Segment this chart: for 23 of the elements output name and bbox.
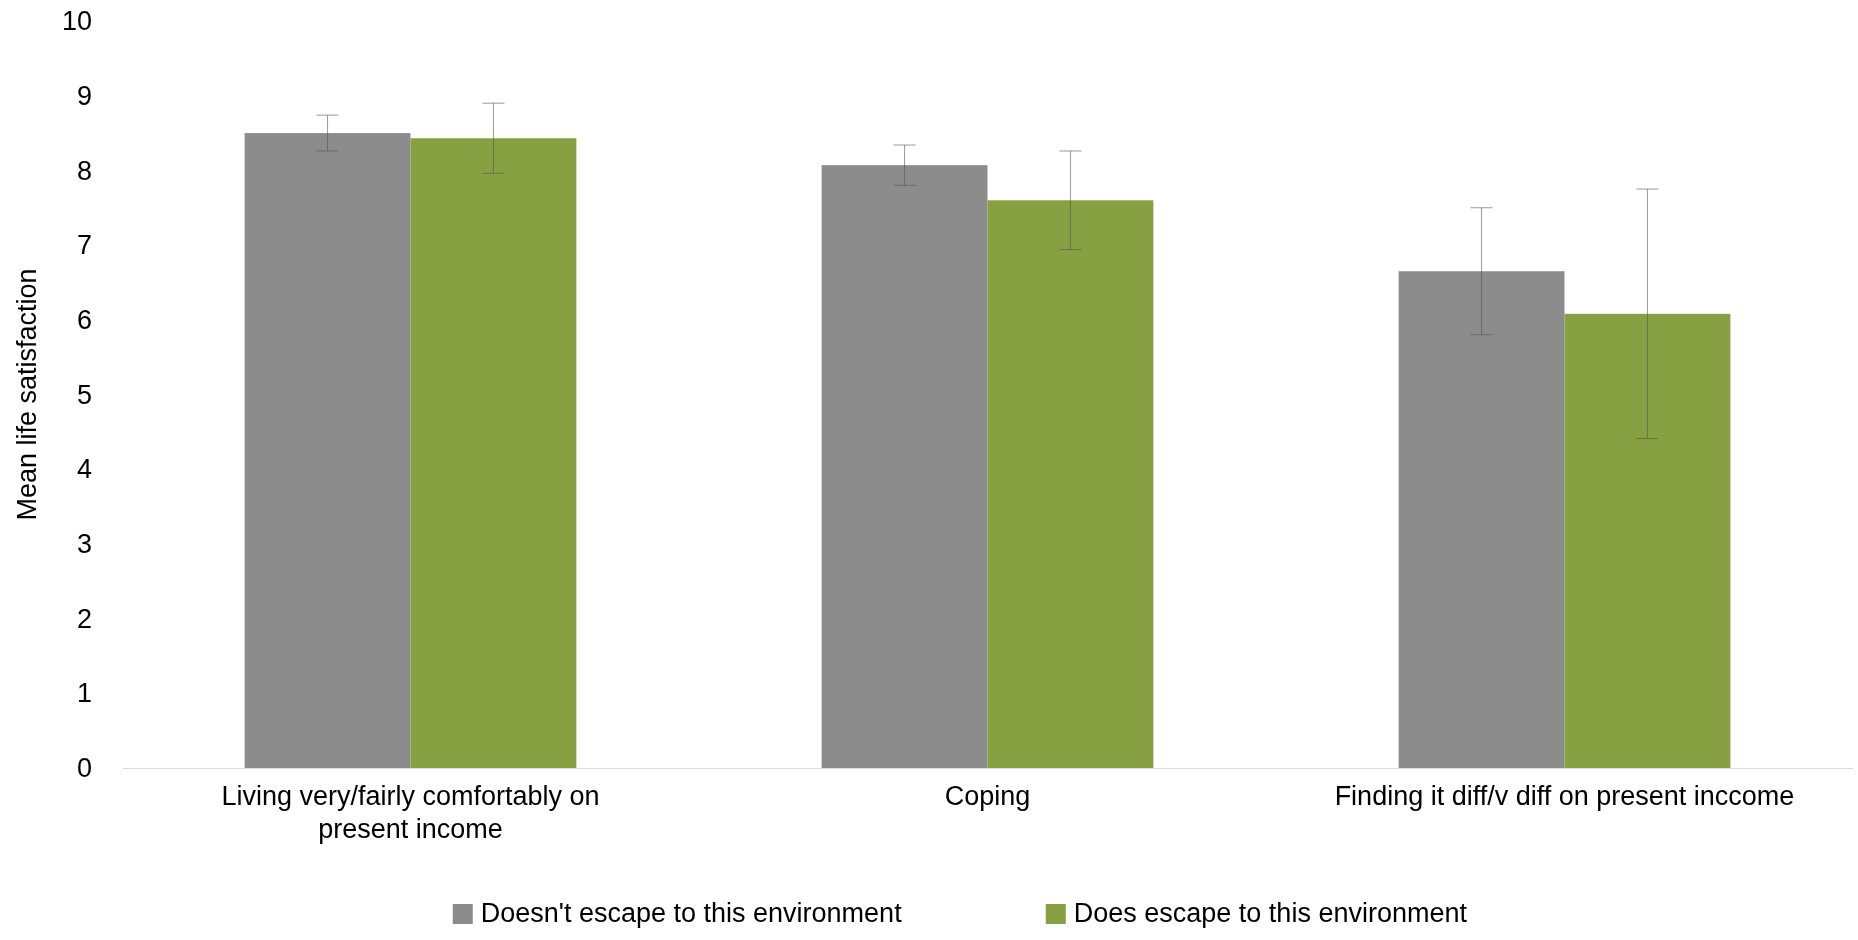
- y-tick-label: 9: [76, 80, 92, 111]
- y-tick-label: 5: [76, 379, 92, 410]
- bar: [821, 165, 988, 768]
- bar: [244, 133, 411, 768]
- y-tick-label: 3: [76, 529, 92, 560]
- bar: [1564, 313, 1731, 768]
- legend-label: Does escape to this environment: [1073, 898, 1468, 928]
- y-tick-label: 7: [76, 230, 92, 261]
- y-tick-label: 1: [76, 678, 92, 709]
- x-tick-label: Living very/fairly comfortably on present income: [221, 781, 600, 844]
- x-tick-label: Coping: [944, 781, 1031, 812]
- y-axis-title: Mean life satisfaction: [12, 268, 42, 521]
- y-tick-label: 8: [76, 155, 92, 186]
- bar: [987, 200, 1154, 768]
- bar: [1398, 271, 1565, 768]
- legend-label: Doesn't escape to this environment: [480, 898, 903, 928]
- y-tick-label: 6: [76, 304, 92, 335]
- bar: [410, 138, 577, 768]
- y-tick-label: 4: [76, 454, 92, 485]
- y-tick-label: 2: [76, 603, 92, 634]
- y-tick-label: 0: [76, 753, 92, 784]
- x-tick-label: Finding it diff/v diff on present inccome: [1334, 781, 1795, 812]
- y-tick-label: 10: [61, 6, 92, 37]
